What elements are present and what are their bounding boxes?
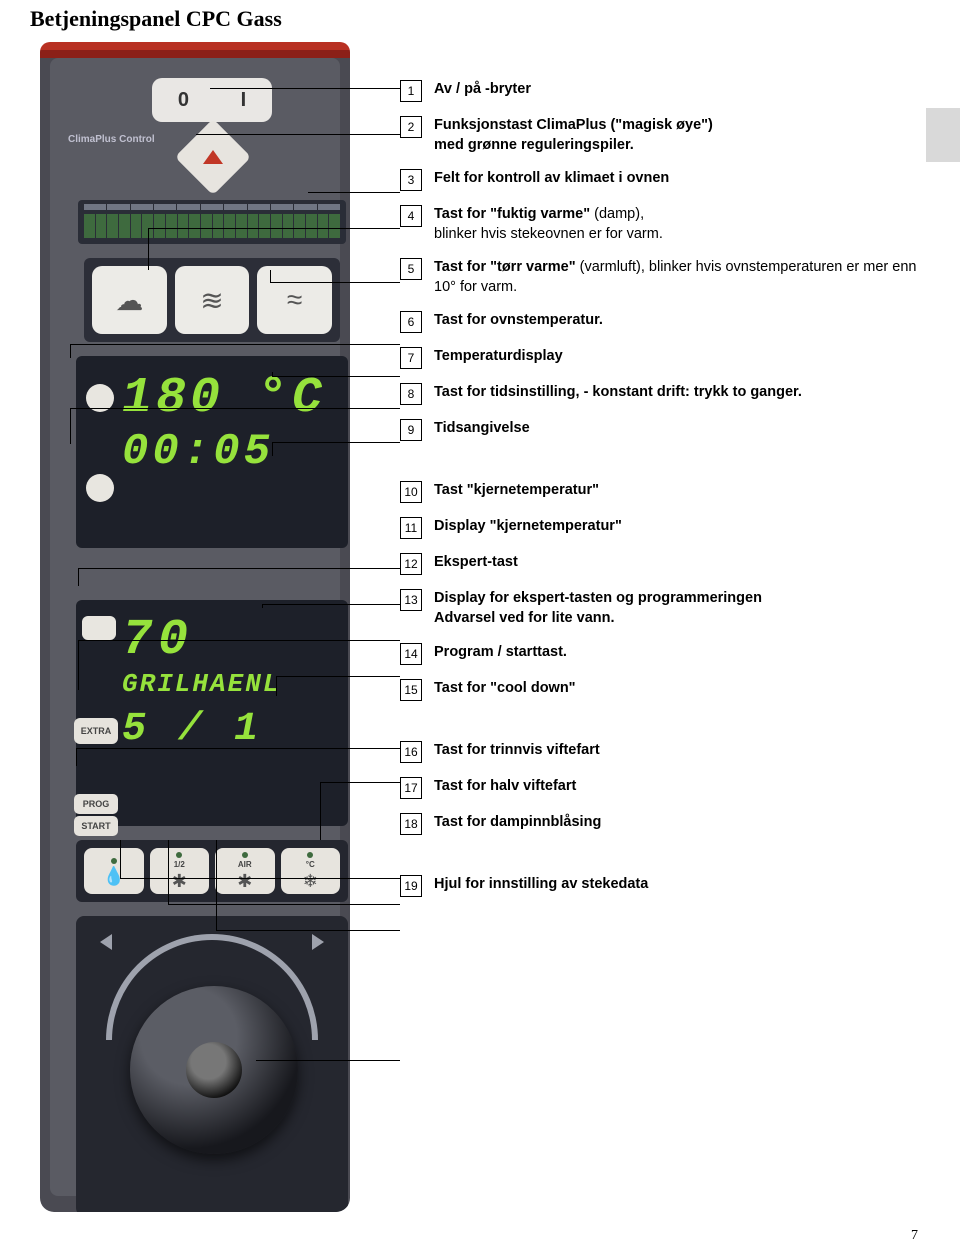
legend-number: 12 xyxy=(400,553,422,575)
temperature-display: 180 °C xyxy=(122,370,338,427)
legend: 1 Av / på -bryter 2 Funksjonstast ClimaPlus… xyxy=(400,80,920,937)
legend-item-14: 14 Program / starttast. xyxy=(400,643,920,665)
combi-button[interactable]: ≋ xyxy=(175,266,250,334)
legend-item-11: 11 Display "kjernetemperatur" xyxy=(400,517,920,539)
climaplus-control-label: ClimaPlus Control xyxy=(68,134,155,145)
time-button-icon[interactable] xyxy=(86,474,114,502)
page-title: Betjeningspanel CPC Gass xyxy=(30,6,282,32)
legend-number: 2 xyxy=(400,116,422,138)
extra-button[interactable]: EXTRA xyxy=(74,718,118,744)
step-fan-button[interactable]: AIR✱ xyxy=(215,848,275,894)
legend-text: Display for ekspert-tasten og programmer… xyxy=(434,589,762,628)
legend-number: 14 xyxy=(400,643,422,665)
legend-item-7: 7 Temperaturdisplay xyxy=(400,347,920,369)
legend-item-17: 17 Tast for halv viftefart xyxy=(400,777,920,799)
core-temp-button-icon[interactable] xyxy=(82,616,116,640)
legend-text: Tast for dampinnblåsing xyxy=(434,813,601,833)
legend-text: Av / på -bryter xyxy=(434,80,531,100)
power-on-label: I xyxy=(241,89,247,112)
legend-text: Tast for halv viftefart xyxy=(434,777,576,797)
power-off-label: 0 xyxy=(178,89,189,112)
legend-number: 6 xyxy=(400,311,422,333)
half-fan-button[interactable]: 1/2✱ xyxy=(150,848,210,894)
legend-number: 10 xyxy=(400,481,422,503)
legend-item-1: 1 Av / på -bryter xyxy=(400,80,920,102)
climate-bar xyxy=(78,200,346,244)
secondary-lcd: EXTRA PROG START 70 GRILHAENL 5 / 1 xyxy=(76,600,348,826)
legend-text: Display "kjernetemperatur" xyxy=(434,517,622,537)
legend-item-6: 6 Tast for ovnstemperatur. xyxy=(400,311,920,333)
legend-text: Funksjonstast ClimaPlus ("magisk øye")me… xyxy=(434,116,713,155)
legend-item-19: 19 Hjul for innstilling av stekedata xyxy=(400,875,920,897)
legend-text: Tast for "tørr varme" (varmluft), blinke… xyxy=(434,258,920,297)
legend-number: 17 xyxy=(400,777,422,799)
legend-text: Program / starttast. xyxy=(434,643,567,663)
dry-heat-button[interactable]: ≈ xyxy=(257,266,332,334)
legend-text: Ekspert-tast xyxy=(434,553,518,573)
prog-button[interactable]: PROG xyxy=(74,794,118,814)
legend-number: 11 xyxy=(400,517,422,539)
legend-item-12: 12 Ekspert-tast xyxy=(400,553,920,575)
cooldown-button[interactable]: °C❄ xyxy=(281,848,341,894)
start-button[interactable]: START xyxy=(74,816,118,836)
legend-item-18: 18 Tast for dampinnblåsing xyxy=(400,813,920,835)
legend-number: 4 xyxy=(400,205,422,227)
legend-item-4: 4 Tast for "fuktig varme" (damp),blinker … xyxy=(400,205,920,244)
legend-item-13: 13 Display for ekspert-tasten og programm… xyxy=(400,589,920,628)
legend-number: 19 xyxy=(400,875,422,897)
legend-text: Tast for tidsinstilling, - konstant drif… xyxy=(434,383,802,403)
control-panel-image: 0 I ClimaPlus Control ☁ ≋ ≈ 180 °C 00:05… xyxy=(40,42,350,1212)
legend-item-9: 9 Tidsangivelse xyxy=(400,419,920,441)
legend-item-5: 5 Tast for "tørr varme" (varmluft), blink… xyxy=(400,258,920,297)
page-number: 7 xyxy=(911,1228,918,1244)
side-tab xyxy=(926,108,960,162)
legend-text: Tast for "fuktig varme" (damp),blinker h… xyxy=(434,205,663,244)
legend-number: 5 xyxy=(400,258,422,280)
legend-item-8: 8 Tast for tidsinstilling, - konstant dri… xyxy=(400,383,920,405)
legend-text: Tast for "cool down" xyxy=(434,679,576,699)
legend-number: 3 xyxy=(400,169,422,191)
power-switch[interactable]: 0 I xyxy=(152,78,272,122)
legend-number: 1 xyxy=(400,80,422,102)
mode-buttons: ☁ ≋ ≈ xyxy=(84,258,340,342)
program-display: 5 / 1 xyxy=(122,707,338,752)
legend-number: 15 xyxy=(400,679,422,701)
legend-text: Felt for kontroll av klimaet i ovnen xyxy=(434,169,669,189)
legend-number: 7 xyxy=(400,347,422,369)
legend-item-3: 3 Felt for kontroll av klimaet i ovnen xyxy=(400,169,920,191)
legend-item-2: 2 Funksjonstast ClimaPlus ("magisk øye")m… xyxy=(400,116,920,155)
setting-dial[interactable] xyxy=(130,986,298,1154)
time-display: 00:05 xyxy=(122,427,338,477)
dial-area xyxy=(76,916,348,1212)
steam-inject-button[interactable]: 💧 xyxy=(84,848,144,894)
legend-number: 16 xyxy=(400,741,422,763)
legend-item-10: 10 Tast "kjernetemperatur" xyxy=(400,481,920,503)
expert-display: GRILHAENL xyxy=(122,669,338,699)
legend-text: Tidsangivelse xyxy=(434,419,530,439)
legend-item-15: 15 Tast for "cool down" xyxy=(400,679,920,701)
legend-number: 13 xyxy=(400,589,422,611)
legend-number: 9 xyxy=(400,419,422,441)
legend-item-16: 16 Tast for trinnvis viftefart xyxy=(400,741,920,763)
legend-number: 18 xyxy=(400,813,422,835)
legend-number: 8 xyxy=(400,383,422,405)
legend-text: Hjul for innstilling av stekedata xyxy=(434,875,648,895)
legend-text: Temperaturdisplay xyxy=(434,347,563,367)
moist-heat-button[interactable]: ☁ xyxy=(92,266,167,334)
legend-text: Tast for ovnstemperatur. xyxy=(434,311,603,331)
legend-text: Tast for trinnvis viftefart xyxy=(434,741,600,761)
legend-text: Tast "kjernetemperatur" xyxy=(434,481,599,501)
main-lcd: 180 °C 00:05 xyxy=(76,356,348,548)
function-row: 💧 1/2✱ AIR✱ °C❄ xyxy=(76,840,348,902)
